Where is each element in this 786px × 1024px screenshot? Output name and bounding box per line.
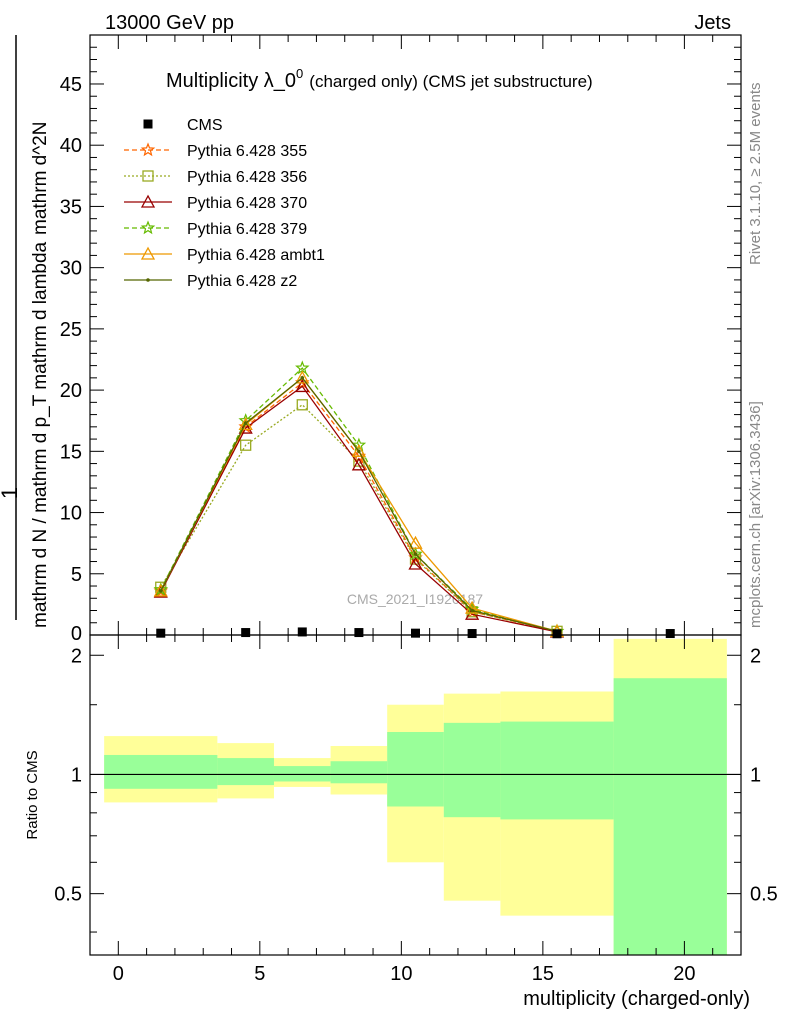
data-point [297, 627, 307, 637]
legend-label: Pythia 6.428 z2 [187, 273, 297, 290]
legend-entry: Pythia 6.428 356 [124, 169, 307, 186]
analysis-watermark: CMS_2021_I1920187 [347, 591, 483, 607]
ytick-label: 40 [60, 135, 82, 157]
main-panel: 1 mathrm d N / mathrm d p_T mathrm d lam… [0, 34, 742, 645]
series-point [470, 608, 474, 613]
series-point [351, 443, 366, 457]
ratio-ytick-label: 0.5 [54, 884, 82, 906]
legend-marker [140, 246, 156, 260]
series-point [296, 399, 308, 411]
legend-marker [140, 194, 156, 208]
data-point [354, 628, 364, 638]
legend-entry: Pythia 6.428 ambt1 [124, 246, 325, 264]
xtick-label: 5 [254, 963, 265, 985]
legend-label: Pythia 6.428 355 [187, 143, 307, 160]
ratio-ylabel: Ratio to CMS [24, 750, 41, 839]
data-point [665, 629, 675, 639]
legend-entry: Pythia 6.428 370 [124, 194, 307, 212]
legend-label: CMS [187, 117, 223, 134]
legend-label: Pythia 6.428 370 [187, 195, 307, 212]
xtick-label: 10 [390, 963, 412, 985]
ratio-band-inner [104, 754, 218, 789]
legend-label: Pythia 6.428 ambt1 [187, 247, 325, 264]
data-point [467, 629, 477, 639]
ratio-panel: 0.5 0.51 12 20 5 10 15 20 Ratio to CMS multipli… [24, 634, 778, 1010]
ratio-ytick-label-right: 0.5 [750, 884, 778, 906]
series-point [408, 535, 423, 549]
ylabel-top: mathrm d^2N [30, 122, 51, 235]
series-point [238, 420, 253, 434]
xtick-label: 20 [673, 963, 695, 985]
ytick-label: 20 [60, 380, 82, 402]
series-point [300, 376, 305, 380]
ytick-label: 35 [60, 196, 82, 218]
legend-marker [140, 220, 156, 235]
legend-marker [140, 142, 156, 157]
ytick-label: 30 [60, 258, 82, 280]
ratio-band-inner [613, 678, 727, 955]
rivet-credit: Rivet 3.1.10, ≥ 2.5M events [747, 83, 764, 266]
ratio-ytick-label: 2 [71, 645, 82, 667]
series-point [240, 439, 252, 451]
ylabel-denominator: mathrm d N / mathrm d p_T mathrm d lambd… [30, 241, 51, 628]
ytick-label: 10 [60, 503, 82, 525]
series-point [413, 552, 418, 556]
ratio-band-inner [387, 732, 444, 807]
ratio-band-inner [273, 766, 331, 782]
chart-title: Multiplicity λ_00 (charged only) (CMS jet… [166, 66, 593, 92]
legend-entry: Pythia 6.428 355 [124, 142, 307, 160]
series-point [357, 449, 361, 454]
series-point [238, 417, 253, 431]
data-point [552, 629, 562, 639]
ratio-band-inner [500, 721, 614, 820]
xtick-label: 15 [532, 963, 554, 985]
legend-entry: Pythia 6.428 379 [124, 220, 307, 238]
ytick-label: 25 [60, 319, 82, 341]
ytick-label-0: 0 [71, 623, 82, 645]
series-5 [158, 376, 559, 634]
ratio-band-inner [443, 722, 501, 818]
ytick-label: 5 [71, 564, 82, 586]
ytick-label: 15 [60, 441, 82, 463]
series-point [243, 421, 248, 425]
series-point [295, 370, 310, 384]
xlabel: multiplicity (charged-only) [523, 988, 750, 1010]
legend-label: Pythia 6.428 356 [187, 169, 307, 186]
series-point [351, 437, 367, 452]
legend-label: Pythia 6.428 379 [187, 221, 307, 238]
mcplots-credit: mcplots.cern.ch [arXiv:1306.3436] [747, 401, 764, 628]
series-line [160, 385, 558, 633]
series-point [153, 583, 168, 597]
ratio-band-inner [217, 758, 274, 786]
legend-marker [146, 278, 150, 282]
series-line [160, 381, 558, 632]
ratio-ytick-label: 1 [71, 764, 82, 786]
legend-marker [142, 170, 154, 182]
series-point [158, 589, 163, 593]
header-right: Jets [694, 12, 731, 34]
series-point [408, 556, 423, 570]
legend-entry: CMS [143, 117, 223, 134]
ratio-plot-frame [89, 634, 742, 956]
ratio-band-inner [330, 761, 388, 784]
ratio-ytick-label-right: 1 [750, 764, 761, 786]
series-point [408, 546, 423, 561]
data-point [411, 628, 420, 638]
header-left: 13000 GeV pp [105, 12, 234, 34]
ytick-label: 45 [60, 74, 82, 96]
legend-entry: Pythia 6.428 z2 [124, 273, 297, 290]
xtick-label: 0 [113, 963, 124, 985]
data-point [156, 628, 166, 638]
series-point [351, 457, 366, 471]
series-point [295, 379, 310, 393]
ylabel-numerator: 1 [0, 487, 22, 499]
legend-marker [143, 119, 153, 129]
ratio-ytick-label-right: 2 [750, 645, 761, 667]
data-point [241, 628, 251, 638]
